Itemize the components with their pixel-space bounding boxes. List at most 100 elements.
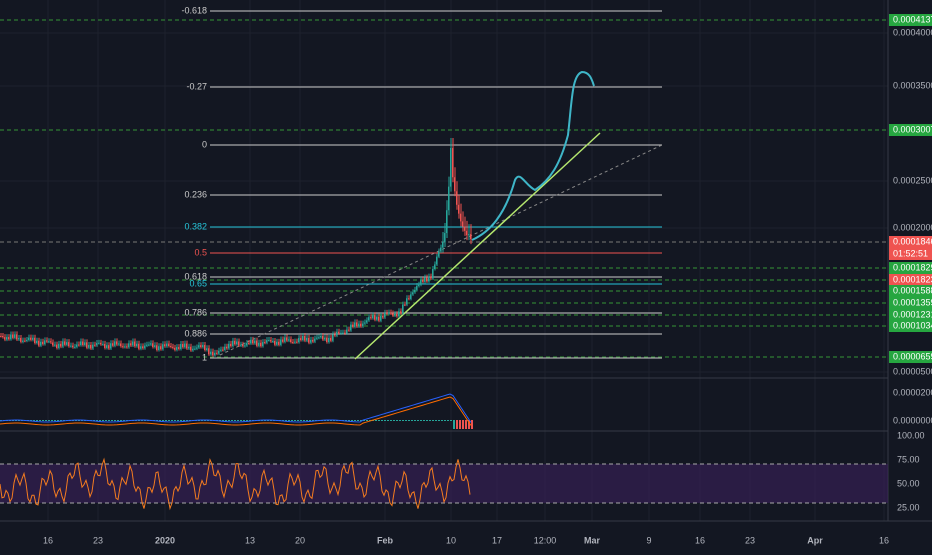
macd-bar — [306, 420, 308, 421]
candle-body — [124, 346, 126, 348]
candle-body — [396, 313, 398, 317]
fib-label: 0.382 — [184, 221, 207, 231]
macd-bar — [180, 420, 182, 421]
macd-bar — [396, 420, 398, 421]
candle-body — [56, 344, 58, 348]
candle-body — [222, 349, 224, 351]
macd-bar — [420, 420, 422, 421]
candle-body — [330, 337, 332, 341]
macd-bar — [297, 420, 299, 421]
time-label: Apr — [807, 535, 823, 545]
candle-body — [320, 336, 322, 338]
candle-body — [372, 315, 374, 319]
macd-bar — [387, 420, 389, 421]
macd-bar — [303, 420, 305, 421]
candle-body — [420, 279, 422, 285]
candle-body — [282, 339, 284, 342]
macd-bar — [96, 420, 98, 421]
candle-body — [112, 343, 114, 346]
candle-body — [150, 343, 152, 345]
candle-body — [136, 343, 138, 347]
candle-body — [118, 343, 120, 345]
candle-body — [262, 342, 264, 347]
candle-body — [200, 345, 202, 348]
candle-body — [340, 332, 342, 334]
candle-body — [156, 345, 158, 351]
candle-body — [346, 329, 348, 334]
candle-body — [332, 334, 334, 341]
candle-body — [456, 191, 458, 205]
candle-body — [298, 338, 300, 343]
candle-body — [36, 340, 38, 344]
candle-body — [264, 342, 266, 344]
price-tag-text: 0.0000659 — [893, 351, 932, 361]
macd-bar — [51, 420, 53, 421]
time-label: 17 — [492, 535, 502, 545]
macd-line — [0, 393, 472, 423]
candle-body — [22, 340, 24, 342]
price-tag-text: 0.0003007 — [893, 124, 932, 134]
candle-body — [316, 337, 318, 339]
fib-label: 0.5 — [194, 247, 207, 257]
price-label: 0.0002000 — [893, 222, 932, 232]
macd-bar — [351, 420, 353, 421]
candle-body — [132, 341, 134, 346]
candle-body — [86, 342, 88, 348]
candle-body — [142, 346, 144, 349]
candle-body — [428, 276, 430, 282]
candle-body — [394, 313, 396, 316]
candle-body — [228, 343, 230, 349]
macd-bar — [468, 420, 470, 429]
macd-bar — [429, 420, 431, 421]
candle-body — [398, 311, 400, 317]
macd-bar — [291, 420, 293, 421]
candle-body — [174, 347, 176, 350]
macd-bar — [312, 420, 314, 421]
candle-body — [466, 230, 468, 236]
price-tag-text: 0.0001034 — [893, 320, 932, 330]
macd-bar — [171, 420, 173, 421]
macd-bar — [384, 420, 386, 421]
candle-body — [464, 226, 466, 231]
candle-body — [338, 331, 340, 334]
price-tag-text: 0.0001846 — [893, 236, 932, 246]
macd-bar — [183, 420, 185, 421]
candle-body — [384, 312, 386, 318]
candle-body — [32, 337, 34, 340]
price-label: 0.0003500 — [893, 80, 932, 90]
candle-body — [18, 337, 20, 340]
macd-bar — [168, 420, 170, 421]
candle-body — [216, 352, 218, 354]
macd-bar — [378, 420, 380, 421]
macd-bar — [243, 420, 245, 421]
candle-body — [362, 323, 364, 327]
time-label: Feb — [377, 535, 394, 545]
candle-body — [80, 341, 82, 346]
candle-body — [206, 348, 208, 351]
macd-bar — [288, 420, 290, 421]
candle-body — [470, 234, 472, 240]
candle-body — [58, 343, 60, 348]
candle-body — [204, 345, 206, 351]
macd-label: 0.0000000 — [893, 415, 932, 425]
candle-body — [4, 337, 6, 340]
macd-bar — [186, 420, 188, 421]
candle-body — [374, 315, 376, 320]
candle-body — [254, 340, 256, 344]
macd-bar — [42, 420, 44, 421]
candle-body — [182, 344, 184, 348]
candle-body — [272, 340, 274, 342]
candle-body — [252, 339, 254, 344]
candle-body — [24, 340, 26, 342]
fib-label: 0 — [202, 139, 207, 149]
candle-body — [430, 276, 432, 279]
fib-label: 0.886 — [184, 328, 207, 338]
candle-body — [152, 343, 154, 347]
macd-bar — [462, 420, 464, 429]
signal-line — [0, 396, 472, 426]
candle-body — [60, 343, 62, 347]
macd-bar — [459, 420, 461, 429]
candle-body — [370, 317, 372, 319]
price-tag — [889, 262, 932, 274]
candle-body — [314, 338, 316, 342]
